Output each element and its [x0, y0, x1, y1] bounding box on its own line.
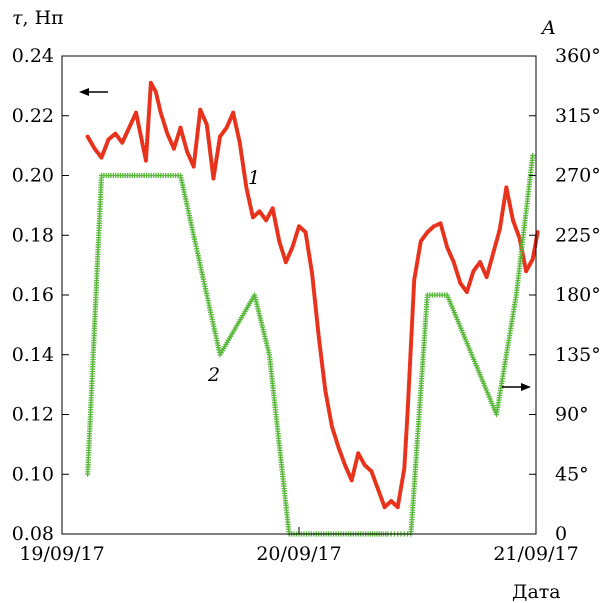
series-2-point — [530, 152, 536, 159]
left-tick-label: 0.24 — [12, 45, 54, 67]
series-1-points — [85, 80, 540, 510]
right-axis-arrow — [502, 383, 531, 391]
x-axis-title: Дата — [512, 581, 561, 603]
series-2-label: 2 — [207, 364, 220, 386]
left-tick-label: 0.10 — [12, 463, 54, 485]
left-tick-label: 0.20 — [12, 165, 54, 187]
series-2-points — [85, 152, 536, 537]
series-1-point — [535, 230, 540, 235]
right-tick-label: 270° — [555, 165, 601, 187]
left-axis-symbol: τ — [12, 7, 23, 29]
left-tick-label: 0.08 — [12, 523, 54, 545]
axis-ticks: 0.08 0.10 0.12 0.14 0.16 0.18 0.20 0.22 0.24 0 45°… — [12, 45, 601, 565]
right-tick-label: 225° — [555, 224, 601, 246]
right-tick-label: 135° — [555, 344, 601, 366]
right-tick-label: 315° — [555, 105, 601, 127]
x-tick-label: 21/09/17 — [493, 543, 578, 565]
left-tick-label: 0.12 — [12, 404, 54, 426]
left-axis-arrow — [79, 88, 108, 96]
right-tick-label: 90° — [555, 404, 589, 426]
left-axis-unit: , Нп — [23, 7, 64, 29]
left-tick-label: 0.14 — [12, 344, 54, 366]
right-tick-label: 360° — [555, 45, 601, 67]
right-axis-title: A — [540, 17, 556, 39]
left-tick-label: 0.22 — [12, 105, 54, 127]
plot-frame — [61, 55, 537, 535]
x-tick-label: 20/09/17 — [256, 543, 341, 565]
left-axis-title: τ, Нп — [12, 7, 64, 29]
left-tick-label: 0.18 — [12, 224, 54, 246]
x-tick-label: 19/09/17 — [19, 543, 104, 565]
right-tick-label: 180° — [555, 284, 601, 306]
right-tick-label: 0 — [555, 523, 567, 545]
series-1-label: 1 — [248, 167, 260, 189]
left-tick-label: 0.16 — [12, 284, 54, 306]
right-tick-label: 45° — [555, 463, 589, 485]
